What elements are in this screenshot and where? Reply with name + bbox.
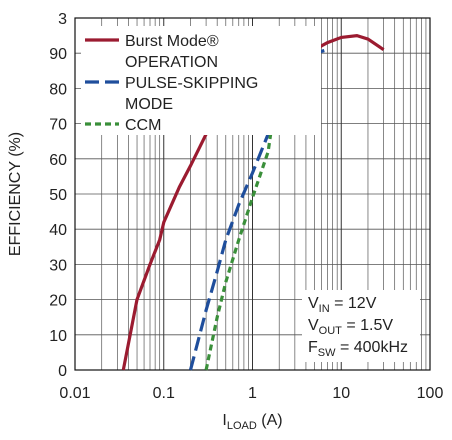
x-tick-label: 0.1: [153, 385, 175, 402]
annotation-rest: = 1.5V: [342, 317, 393, 334]
x-axis-label: ILOAD (A): [222, 412, 282, 432]
series-line: [188, 48, 328, 371]
annotation: FSW = 400kHz: [308, 339, 408, 359]
y-tick-label: 3: [58, 11, 67, 28]
legend-label: CCM: [125, 117, 161, 134]
annotation-sub: IN: [319, 303, 330, 315]
x-axis-label-rest: (A): [257, 412, 283, 429]
annotation-main: V: [308, 295, 319, 312]
x-tick-label: 100: [417, 385, 444, 402]
plot-frame: [74, 17, 431, 371]
x-axis-label-sub: LOAD: [227, 420, 257, 432]
y-tick-label: 90: [49, 46, 67, 63]
legend-label: PULSE-SKIPPING MODE: [125, 75, 258, 113]
legend-background: [81, 26, 321, 135]
legend-label-line: Burst Mode®: [125, 33, 219, 50]
y-tick-label: 50: [49, 187, 67, 204]
annotation-background: [302, 290, 420, 362]
y-tick-label: 30: [49, 257, 67, 274]
x-tick-label: 10: [332, 385, 350, 402]
annotation: VIN = 12V: [308, 295, 377, 315]
annotation-sub: SW: [318, 347, 336, 359]
legend-label-line: OPERATION: [125, 54, 218, 71]
y-axis-label: EFFICIENCY (%): [7, 132, 24, 256]
legend-label: Burst Mode® OPERATION: [125, 33, 219, 71]
annotation: VOUT = 1.5V: [308, 317, 393, 337]
x-axis-label-main: I: [222, 412, 226, 429]
y-tick-label: 10: [49, 328, 67, 345]
annotation-main: F: [308, 339, 318, 356]
y-tick-label: 70: [49, 117, 67, 134]
y-tick-label: 20: [49, 293, 67, 310]
legend-label-line: PULSE-SKIPPING: [125, 75, 258, 92]
annotation-rest: = 12V: [330, 295, 377, 312]
annotation-sub: OUT: [319, 325, 343, 337]
y-tick-label: 60: [49, 152, 67, 169]
y-tick-label: 0: [58, 363, 67, 380]
annotation-rest: = 400kHz: [336, 339, 408, 356]
y-tick-label: 40: [49, 222, 67, 239]
x-tick-label: 0.01: [59, 385, 90, 402]
x-tick-label: 1: [248, 385, 257, 402]
legend-label-line: MODE: [125, 96, 173, 113]
series-line: [204, 102, 277, 371]
y-tick-label: 80: [49, 81, 67, 98]
annotation-main: V: [308, 317, 319, 334]
